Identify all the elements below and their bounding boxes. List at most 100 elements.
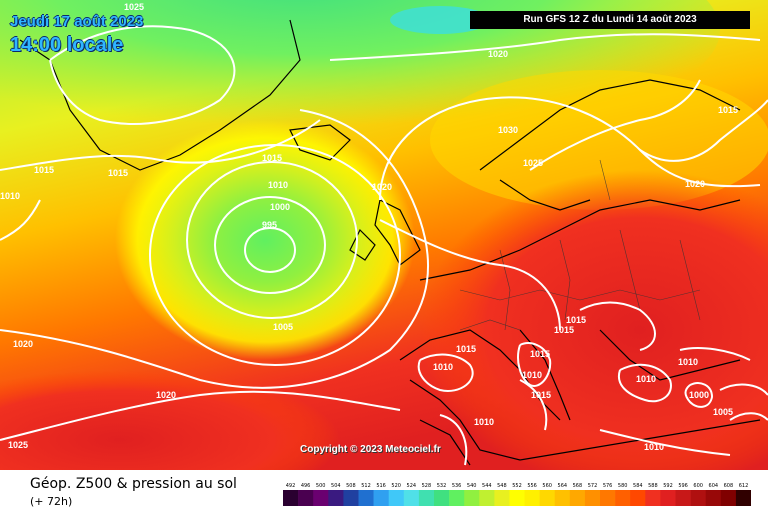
isobar-labels: 1025 1020 1015 1015 1010 1010 1005 1000 … [0, 2, 738, 452]
legend-swatch [554, 490, 571, 506]
isobar-label: 1020 [156, 390, 176, 400]
legend-tick: 540 [467, 483, 477, 489]
legend-swatch [479, 490, 495, 506]
isobar-label: 1000 [689, 390, 709, 400]
legend-swatch [328, 490, 344, 506]
legend-tick: 536 [452, 483, 462, 489]
legend-tick: 496 [301, 483, 311, 489]
isobar-label: 1020 [488, 49, 508, 59]
legend-tick: 512 [361, 483, 371, 489]
legend-swatch [494, 490, 510, 506]
legend-swatch [524, 490, 540, 506]
isobar-label: 1015 [554, 325, 574, 335]
legend-swatch [464, 490, 480, 506]
isobar-label: 1025 [523, 158, 543, 168]
isobar-label: 1010 [522, 370, 542, 380]
legend-tick: 520 [391, 483, 401, 489]
isobar-label: 1015 [566, 315, 586, 325]
legend-swatch [298, 490, 314, 506]
isobar-label: 1015 [108, 168, 128, 178]
isobar-label: 1005 [713, 407, 733, 417]
legend-swatch [720, 490, 737, 506]
isobar-label: 1020 [372, 182, 392, 192]
legend-tick: 524 [407, 483, 417, 489]
legend-tick: 592 [663, 483, 673, 489]
legend-swatch [645, 490, 661, 506]
copyright-text: Copyright © 2023 Meteociel.fr [300, 444, 441, 455]
legend-swatch [434, 490, 450, 506]
isobar-label: 1015 [456, 344, 476, 354]
legend-tick: 572 [588, 483, 598, 489]
legend-swatch [690, 490, 706, 506]
legend-tick: 564 [558, 483, 568, 489]
legend-tick: 504 [331, 483, 341, 489]
isobar-label: 1010 [678, 357, 698, 367]
legend-tick: 596 [678, 483, 688, 489]
forecast-date: Jeudi 17 août 2023 [10, 13, 144, 30]
isobar-label: 1005 [273, 322, 293, 332]
legend-tick: 560 [542, 483, 552, 489]
isobar-label: 1010 [433, 362, 453, 372]
legend-swatch [660, 490, 676, 506]
forecast-time: 14:00 locale [10, 34, 124, 56]
legend-tick: 608 [724, 483, 734, 489]
isobar-label: 1015 [531, 390, 551, 400]
isobar-label: 1025 [8, 440, 28, 450]
legend-swatch [343, 490, 359, 506]
legend-swatch [313, 490, 329, 506]
legend-tick: 508 [346, 483, 356, 489]
legend-tick: 576 [603, 483, 613, 489]
legend-tick: 604 [709, 483, 719, 489]
isobar-label: 1015 [262, 153, 282, 163]
legend-swatch [630, 490, 646, 506]
isobar-label: 1015 [530, 349, 550, 359]
isobar-label: 1015 [718, 105, 738, 115]
model-run-label: Run GFS 12 Z du Lundi 14 août 2023 [470, 11, 750, 29]
isobar-label: 1010 [0, 191, 20, 201]
isobar-label: 1020 [685, 179, 705, 189]
isobar-label: 1015 [34, 165, 54, 175]
isobar-label: 1010 [644, 442, 664, 452]
legend-swatch [509, 490, 525, 506]
isobar-label: 1010 [268, 180, 288, 190]
color-legend: 492 496 500 504 508 512 516 520 524 528 532 536 540 5… [283, 483, 751, 506]
isobar-label: 995 [262, 220, 277, 230]
legend-swatch [403, 490, 420, 506]
legend-swatch [283, 490, 299, 506]
legend-swatch [539, 490, 555, 506]
forecast-lead-time: (+ 72h) [30, 495, 73, 508]
legend-swatch [388, 490, 405, 506]
isobar-label: 1010 [474, 417, 494, 427]
legend-swatch [615, 490, 631, 506]
isobar-label: 1020 [13, 339, 33, 349]
isobar-label: 1030 [498, 125, 518, 135]
legend-tick: 500 [316, 483, 326, 489]
legend-swatch [569, 490, 586, 506]
legend-tick: 584 [633, 483, 643, 489]
isobar-label: 1025 [124, 2, 144, 12]
legend-swatch [675, 490, 691, 506]
legend-tick: 568 [573, 483, 583, 489]
legend-tick: 492 [286, 483, 296, 489]
legend-swatch [705, 490, 722, 506]
legend-tick: 548 [497, 483, 507, 489]
legend-tick: 612 [739, 483, 749, 489]
legend-tick: 528 [422, 483, 432, 489]
isobar-label: 1010 [636, 374, 656, 384]
legend-tick: 600 [693, 483, 703, 489]
legend-swatch [584, 490, 601, 506]
legend-tick: 544 [482, 483, 492, 489]
isobar-label: 1000 [270, 202, 290, 212]
map-title: Géop. Z500 & pression au sol [30, 476, 237, 492]
legend-tick: 532 [437, 483, 447, 489]
legend-swatch [735, 490, 751, 506]
legend-tick: 580 [618, 483, 628, 489]
legend-tick: 552 [512, 483, 522, 489]
legend-swatch [418, 490, 435, 506]
legend-tick: 588 [648, 483, 658, 489]
legend-swatch [449, 490, 465, 506]
legend-tick: 556 [527, 483, 537, 489]
legend-swatch [600, 490, 616, 506]
legend-swatch [358, 490, 374, 506]
legend-tick: 516 [376, 483, 386, 489]
